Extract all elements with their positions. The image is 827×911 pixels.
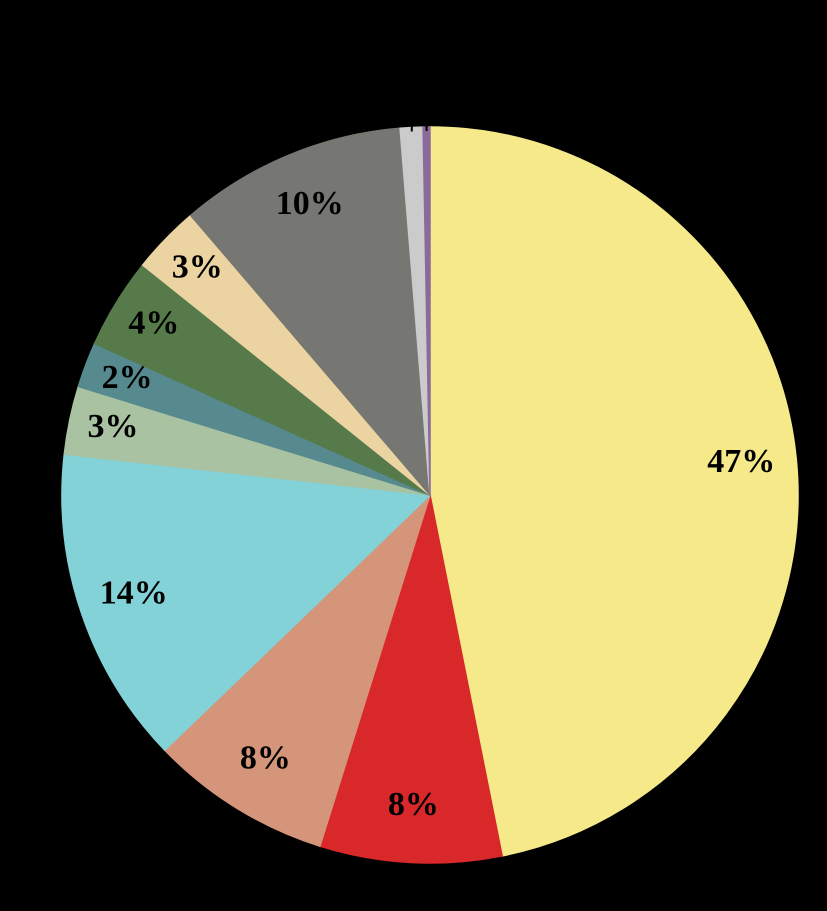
pie-slice (61, 453, 432, 752)
data-label: 47% (707, 443, 775, 480)
pie-slice (163, 494, 431, 848)
data-label: 10% (276, 185, 344, 222)
leader-line (425, 94, 517, 132)
data-label: 8% (240, 740, 291, 777)
data-label: 14% (100, 574, 168, 611)
data-label: 8% (388, 786, 439, 823)
pie-slice (189, 127, 431, 498)
data-label: >1% (531, 76, 601, 113)
pie-slice (429, 126, 799, 857)
pie-slice (318, 494, 504, 864)
data-label: 3% (172, 249, 223, 286)
data-label: 4% (128, 305, 179, 342)
leader-line (363, 49, 413, 132)
data-label: 1% (293, 31, 344, 68)
data-label: 3% (87, 408, 138, 445)
